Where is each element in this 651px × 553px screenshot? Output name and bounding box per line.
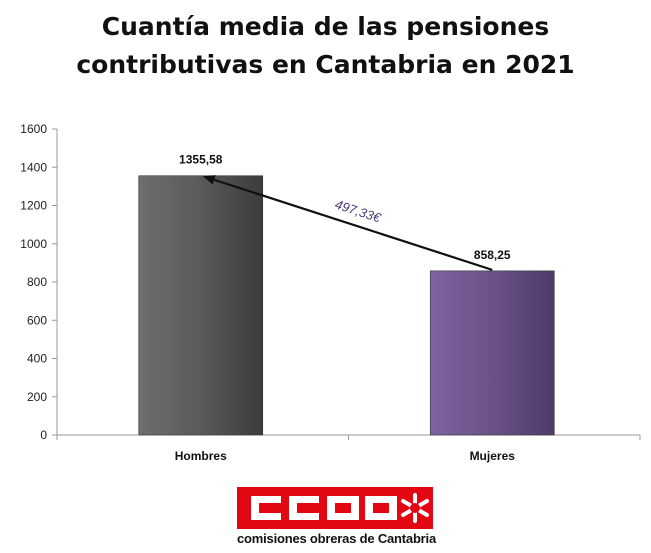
y-tick-label: 1600	[20, 122, 47, 136]
y-tick-label: 1000	[20, 237, 47, 251]
ccoo-logo-mark	[237, 487, 433, 529]
data-label-mujeres: 858,25	[474, 248, 511, 262]
y-axis: 0 200 400 600 800 1000 1200 1400 1600	[20, 122, 58, 442]
chart-title-line-2: contributivas en Cantabria en 2021	[76, 50, 575, 79]
chart-title: Cuantía media de las pensiones contribut…	[0, 8, 651, 84]
y-tick-label: 1400	[20, 160, 47, 174]
bars	[138, 175, 555, 436]
x-category-label: Hombres	[175, 449, 227, 463]
logo-caption: comisiones obreras de Cantabria	[237, 531, 436, 546]
y-tick-label: 800	[27, 275, 47, 289]
y-tick-label: 0	[40, 428, 47, 442]
data-label-hombres: 1355,58	[179, 153, 223, 167]
y-tick-label: 600	[27, 313, 47, 327]
y-tick-label: 1200	[20, 199, 47, 213]
data-labels: 1355,58 858,25	[179, 153, 511, 262]
ccoo-logo-image	[251, 493, 429, 523]
bar-mujeres	[429, 270, 555, 436]
bar-hombres	[138, 175, 264, 436]
ccoo-logo: comisiones obreras de Cantabria	[237, 487, 436, 546]
x-axis: Hombres Mujeres	[56, 434, 641, 463]
y-tick-label: 200	[27, 390, 47, 404]
y-tick-label: 400	[27, 352, 47, 366]
x-category-label: Mujeres	[470, 449, 516, 463]
difference-arrow	[202, 175, 493, 271]
chart-title-line-1: Cuantía media de las pensiones	[101, 12, 550, 41]
